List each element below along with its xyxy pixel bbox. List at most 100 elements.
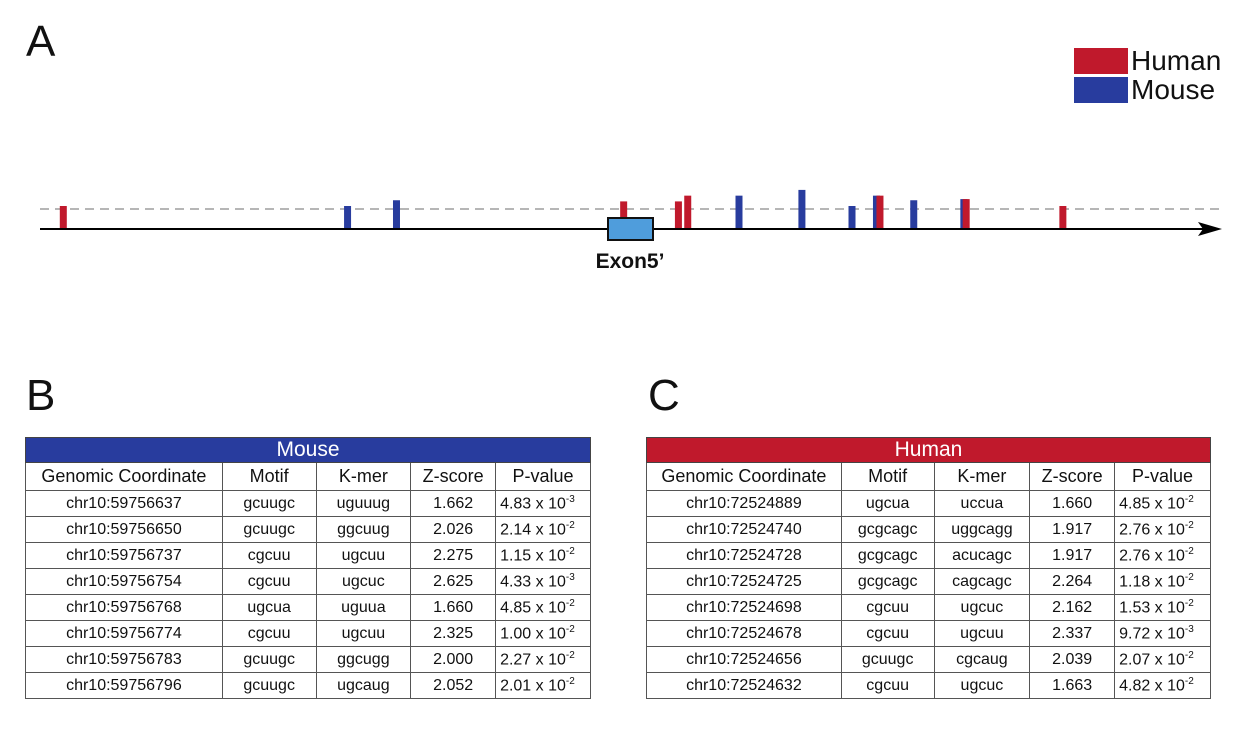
human-binding-mark	[962, 199, 970, 229]
human-binding-mark	[876, 195, 884, 229]
coordinate-cell: chr10:59756650	[25, 516, 223, 543]
human-table-header-row: Genomic Coordinate Motif K-mer Z-score P…	[646, 462, 1211, 491]
motif-cell: gcuugc	[221, 672, 317, 699]
coordinate-cell: chr10:59756737	[25, 542, 223, 569]
human-table: Human Genomic Coordinate Motif K-mer Z-s…	[646, 437, 1211, 699]
pvalue-cell: 1.15 x 10-2	[495, 542, 591, 569]
pvalue-exponent: -2	[565, 519, 575, 531]
kmer-cell: ugcuu	[933, 620, 1031, 647]
legend-swatch-mouse	[1074, 76, 1128, 103]
zscore-cell: 1.660	[1029, 490, 1116, 517]
table-row: chr10:72524698 cgcuu ugcuc 2.162 1.53 x 10-2	[646, 594, 1211, 621]
pvalue-exponent: -2	[1184, 545, 1194, 557]
pvalue-cell: 2.07 x 10-2	[1114, 646, 1211, 673]
zscore-cell: 2.039	[1029, 646, 1116, 673]
column-header: P-value	[495, 462, 591, 491]
mouse-binding-mark	[910, 200, 918, 229]
mouse-binding-mark	[344, 206, 352, 229]
binding-marks	[59, 189, 1067, 229]
human-binding-mark	[1059, 206, 1067, 229]
pvalue-cell: 1.18 x 10-2	[1114, 568, 1211, 595]
pvalue-cell: 4.83 x 10-3	[495, 490, 591, 517]
zscore-cell: 1.663	[1029, 672, 1116, 699]
table-row: chr10:72524632 cgcuu ugcuc 1.663 4.82 x 10-2	[646, 672, 1211, 699]
panel-label-a: A	[26, 17, 56, 66]
motif-cell: gcgcagc	[840, 542, 935, 569]
zscore-cell: 2.337	[1029, 620, 1116, 647]
zscore-cell: 2.625	[410, 568, 497, 595]
column-header: K-mer	[315, 462, 412, 491]
coordinate-cell: chr10:72524632	[646, 672, 842, 699]
pvalue-cell: 1.53 x 10-2	[1114, 594, 1211, 621]
zscore-cell: 1.660	[410, 594, 497, 621]
pvalue-exponent: -2	[565, 545, 575, 557]
motif-cell: cgcuu	[840, 594, 935, 621]
pvalue-mantissa: 4.83 x 10	[500, 495, 566, 513]
motif-cell: cgcuu	[221, 542, 317, 569]
motif-cell: cgcuu	[221, 568, 317, 595]
pvalue-mantissa: 4.85 x 10	[1119, 495, 1185, 513]
coordinate-cell: chr10:59756754	[25, 568, 223, 595]
pvalue-cell: 2.27 x 10-2	[495, 646, 591, 673]
pvalue-mantissa: 4.85 x 10	[500, 599, 566, 617]
human-binding-mark	[620, 201, 628, 229]
pvalue-exponent: -2	[565, 623, 575, 635]
kmer-cell: ugcaug	[315, 672, 412, 699]
kmer-cell: ugcuc	[933, 594, 1031, 621]
zscore-cell: 2.275	[410, 542, 497, 569]
kmer-cell: ugcuc	[933, 672, 1031, 699]
legend-swatch-human	[1074, 47, 1128, 74]
pvalue-exponent: -3	[1184, 623, 1194, 635]
column-header: Genomic Coordinate	[646, 462, 842, 491]
column-header: Z-score	[1029, 462, 1116, 491]
table-row: chr10:72524656 gcuugc cgcaug 2.039 2.07 x 10…	[646, 646, 1211, 673]
coordinate-cell: chr10:72524698	[646, 594, 842, 621]
pvalue-cell: 4.82 x 10-2	[1114, 672, 1211, 699]
exon-label: Exon5’	[596, 250, 665, 273]
motif-cell: ugcua	[221, 594, 317, 621]
table-row: chr10:59756796 gcuugc ugcaug 2.052 2.01 x 10…	[25, 672, 591, 699]
motif-cell: cgcuu	[840, 672, 935, 699]
coordinate-cell: chr10:59756768	[25, 594, 223, 621]
coordinate-cell: chr10:72524889	[646, 490, 842, 517]
legend: Human Mouse	[1074, 46, 1221, 104]
zscore-cell: 2.026	[410, 516, 497, 543]
mouse-binding-mark	[735, 195, 743, 229]
motif-cell: ugcua	[840, 490, 935, 517]
pvalue-mantissa: 2.14 x 10	[500, 521, 566, 539]
pvalue-cell: 2.76 x 10-2	[1114, 542, 1211, 569]
column-header: Genomic Coordinate	[25, 462, 223, 491]
pvalue-exponent: -2	[1184, 675, 1194, 687]
pvalue-mantissa: 2.01 x 10	[500, 677, 566, 695]
pvalue-mantissa: 9.72 x 10	[1119, 625, 1185, 643]
pvalue-exponent: -2	[1184, 597, 1194, 609]
kmer-cell: ugcuu	[315, 542, 412, 569]
coordinate-cell: chr10:72524678	[646, 620, 842, 647]
zscore-cell: 1.917	[1029, 542, 1116, 569]
motif-cell: gcuugc	[840, 646, 935, 673]
pvalue-exponent: -2	[565, 597, 575, 609]
table-row: chr10:59756768 ugcua uguua 1.660 4.85 x 10-2	[25, 594, 591, 621]
table-row: chr10:72524740 gcgcagc uggcagg 1.917 2.76 x …	[646, 516, 1211, 543]
pvalue-cell: 2.14 x 10-2	[495, 516, 591, 543]
zscore-cell: 2.000	[410, 646, 497, 673]
human-binding-mark	[684, 195, 692, 229]
kmer-cell: cagcagc	[933, 568, 1031, 595]
pvalue-exponent: -2	[1184, 649, 1194, 661]
pvalue-exponent: -2	[1184, 493, 1194, 505]
panel-label-c: C	[648, 371, 680, 420]
zscore-cell: 2.162	[1029, 594, 1116, 621]
gene-track: Exon5’	[40, 189, 1225, 273]
zscore-cell: 1.662	[410, 490, 497, 517]
table-row: chr10:72524728 gcgcagc acucagc 1.917 2.76 x …	[646, 542, 1211, 569]
table-row: chr10:72524725 gcgcagc cagcagc 2.264 1.18 x …	[646, 568, 1211, 595]
pvalue-mantissa: 1.00 x 10	[500, 625, 566, 643]
table-row: chr10:59756737 cgcuu ugcuu 2.275 1.15 x 10-2	[25, 542, 591, 569]
legend-label-mouse: Mouse	[1131, 73, 1216, 105]
pvalue-exponent: -3	[565, 571, 575, 583]
pvalue-cell: 2.76 x 10-2	[1114, 516, 1211, 543]
coordinate-cell: chr10:59756783	[25, 646, 223, 673]
legend-label-human: Human	[1131, 44, 1222, 76]
mouse-binding-mark	[392, 200, 400, 229]
pvalue-cell: 2.01 x 10-2	[495, 672, 591, 699]
